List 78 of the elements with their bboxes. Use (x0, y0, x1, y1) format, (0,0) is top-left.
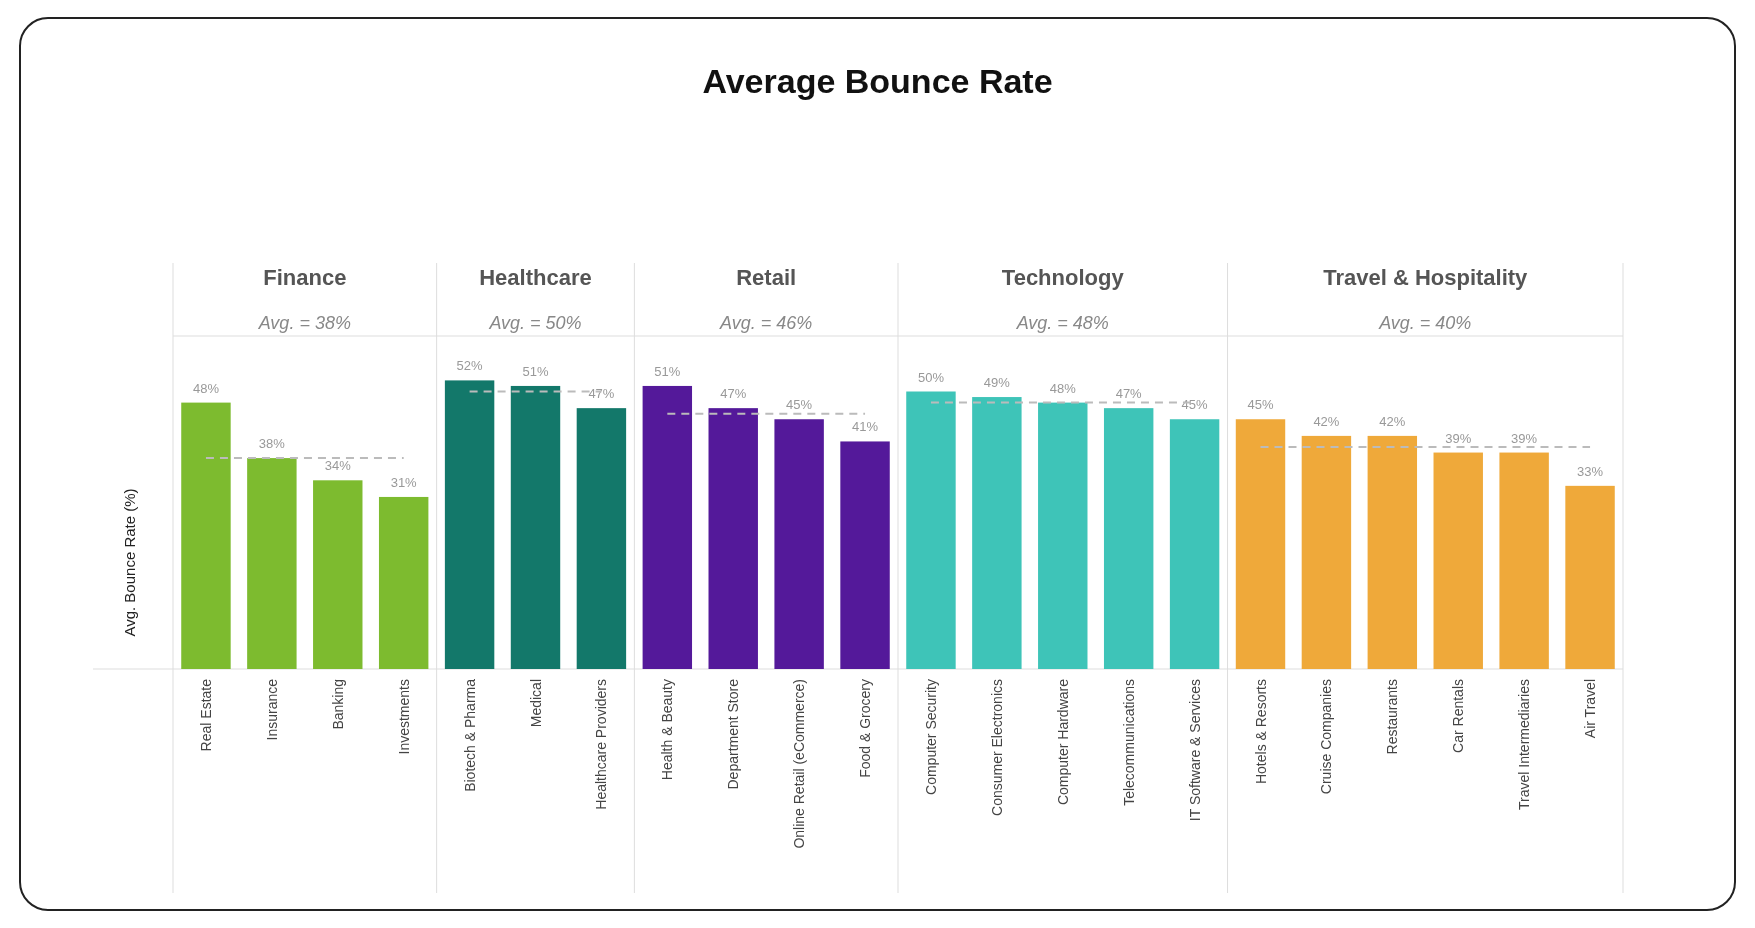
data-label: 31% (390, 474, 418, 490)
text: Avg. = 48% (1015, 313, 1109, 333)
data-label: 45% (1247, 397, 1274, 413)
x-tick-label: Air Travel (1582, 679, 1599, 739)
x-tick-label: Department Store (725, 678, 742, 790)
data-label: 52% (456, 358, 484, 374)
data-label: 45% (1181, 397, 1209, 413)
x-tick-label: Biotech & Pharma (461, 678, 478, 792)
data-label: 49% (983, 375, 1011, 391)
data-label: 47% (720, 386, 747, 402)
x-tick-label: IT Software & Services (1186, 679, 1203, 822)
data-label: 51% (522, 363, 549, 379)
text: Avg. = 50% (488, 313, 582, 333)
data-label: 42% (1379, 413, 1406, 429)
bar (247, 458, 297, 669)
x-tick-label: Online Retail (eCommerce) (791, 679, 808, 849)
bar (1565, 485, 1615, 669)
text: Technology (1001, 265, 1125, 290)
bar (840, 441, 890, 669)
x-tick-label: Computer Security (922, 679, 939, 795)
data-label: 47% (1115, 386, 1143, 402)
data-label: 34% (324, 458, 352, 474)
bar (510, 385, 561, 669)
x-tick-label: Banking (329, 679, 346, 730)
text: Avg. = 40% (1378, 313, 1472, 333)
bar (906, 391, 956, 669)
bar (1301, 435, 1352, 669)
bar (181, 402, 231, 669)
bar (972, 397, 1022, 669)
x-tick-label: Health & Beauty (659, 679, 676, 781)
text: Travel & Hospitality (1323, 265, 1529, 290)
x-tick-label: Computer Hardware (1054, 678, 1071, 806)
data-label: 42% (1313, 413, 1340, 429)
text: Retail (736, 265, 797, 290)
bar (1169, 419, 1220, 669)
x-tick-label: Insurance (263, 678, 280, 741)
bar (576, 408, 627, 669)
text: Finance (263, 265, 347, 290)
x-tick-label: Food & Grocery (857, 679, 874, 778)
x-tick-label: Medical (527, 679, 544, 728)
chart-title: Average Bounce Rate (702, 62, 1053, 100)
x-tick-label: Healthcare Providers (593, 679, 610, 810)
data-label: 45% (786, 397, 813, 413)
x-tick-label: Cruise Companies (1318, 679, 1335, 795)
bar (1433, 452, 1483, 669)
data-label: 50% (917, 369, 945, 385)
bar (1038, 402, 1088, 669)
x-tick-label: Car Rentals (1450, 679, 1467, 753)
bar (1103, 408, 1154, 669)
data-label: 39% (1511, 430, 1538, 446)
data-label: 41% (852, 419, 879, 435)
data-label: 48% (1049, 380, 1077, 396)
data-label: 47% (588, 386, 615, 402)
bar (313, 480, 363, 669)
bar (444, 380, 495, 669)
data-label: 33% (1577, 463, 1604, 479)
x-tick-label: Telecommunications (1120, 679, 1137, 806)
x-tick-label: Real Estate (197, 678, 214, 752)
bar (774, 419, 824, 669)
bar (1367, 435, 1418, 669)
bar (378, 496, 429, 669)
data-label: 48% (192, 380, 220, 396)
data-label: 39% (1445, 430, 1472, 446)
data-label: 51% (654, 363, 681, 379)
data-label: 38% (258, 436, 286, 452)
bar (1235, 419, 1286, 669)
x-tick-label: Hotels & Resorts (1252, 679, 1269, 785)
x-tick-label: Restaurants (1384, 679, 1401, 755)
text: Avg. = 38% (257, 313, 351, 333)
y-axis-title: Avg. Bounce Rate (%) (121, 488, 138, 637)
bar (708, 408, 758, 669)
x-tick-label: Travel Intermediaries (1516, 679, 1533, 810)
bar (1499, 452, 1549, 669)
x-tick-label: Investments (395, 679, 412, 755)
text: Avg. = 46% (719, 313, 813, 333)
bar (642, 385, 693, 669)
text: Healthcare (479, 265, 592, 290)
x-tick-label: Consumer Electronics (988, 679, 1005, 816)
